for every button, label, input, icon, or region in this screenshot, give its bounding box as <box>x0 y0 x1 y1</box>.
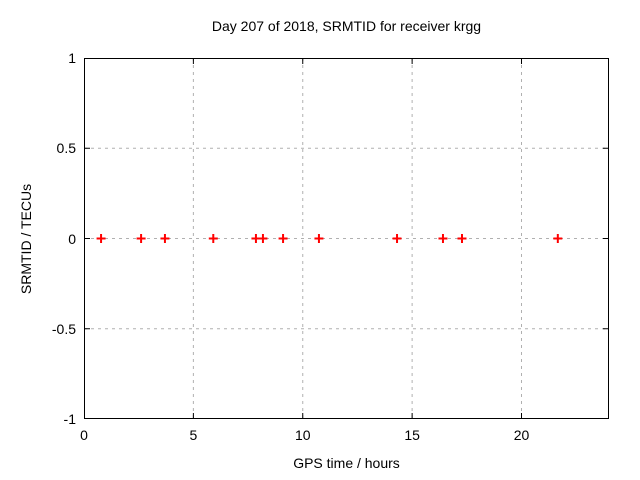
y-tick-label: -0.5 <box>51 320 76 337</box>
chart-title: Day 207 of 2018, SRMTID for receiver krg… <box>211 18 482 34</box>
x-tick-label: 15 <box>404 427 420 443</box>
plot-border <box>84 58 609 419</box>
y-tick-label: -1 <box>63 411 76 427</box>
x-tick-label: 0 <box>80 427 88 443</box>
plot-area <box>84 58 609 419</box>
x-tick-label: 5 <box>189 427 198 443</box>
x-axis-title: GPS time / hours <box>293 455 400 471</box>
x-tick-label: 20 <box>513 427 530 443</box>
y-tick-label: 0.5 <box>56 140 76 157</box>
plot-canvas <box>84 58 609 419</box>
y-tick-label: 1 <box>68 50 76 66</box>
y-tick-label: 0 <box>68 230 76 247</box>
x-tick-label: 10 <box>294 427 311 443</box>
